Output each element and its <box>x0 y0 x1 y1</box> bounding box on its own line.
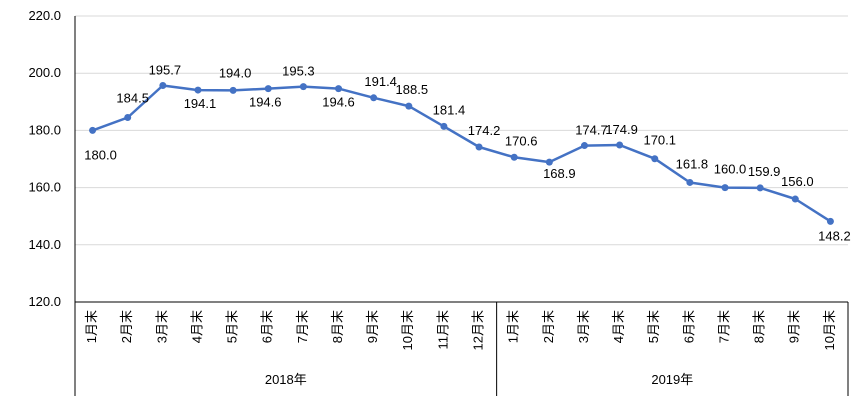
data-label: 161.8 <box>676 156 709 171</box>
data-label: 194.0 <box>219 65 252 80</box>
y-tick-label: 180.0 <box>28 122 61 137</box>
data-point <box>616 141 624 149</box>
series-line-layer <box>92 84 832 223</box>
data-label: 170.6 <box>505 133 538 148</box>
data-point <box>686 178 694 186</box>
data-label: 156.0 <box>781 174 814 189</box>
data-point <box>89 126 97 134</box>
category-label: 7月末 <box>295 310 310 343</box>
category-label: 5月末 <box>646 310 661 343</box>
group-label: 2019年 <box>651 372 693 387</box>
data-label: 159.9 <box>748 164 781 179</box>
data-label: 188.5 <box>396 82 429 97</box>
data-point <box>791 195 799 203</box>
y-tick-label: 120.0 <box>28 294 61 309</box>
data-point <box>475 143 483 151</box>
gridlines <box>75 15 848 246</box>
data-label: 184.5 <box>116 91 149 106</box>
data-point <box>510 153 518 161</box>
group-label: 2018年 <box>265 372 307 387</box>
axes: 120.0 140.0 160.0 180.0 200.0 220.0 <box>28 8 849 396</box>
data-point <box>756 184 764 192</box>
series-line <box>92 84 832 223</box>
data-label: 174.9 <box>605 122 638 137</box>
category-label: 4月末 <box>189 310 204 343</box>
data-label: 174.7 <box>575 123 608 138</box>
category-label: 7月末 <box>716 310 731 343</box>
data-point <box>545 158 553 166</box>
data-label: 168.9 <box>543 166 576 181</box>
category-label: 4月末 <box>611 310 626 343</box>
category-label: 9月末 <box>787 310 802 343</box>
data-point <box>405 102 413 110</box>
data-point <box>159 81 167 89</box>
data-point <box>440 122 448 130</box>
data-point <box>721 184 729 192</box>
data-point <box>264 85 272 93</box>
data-point <box>124 114 132 122</box>
category-label: 8月末 <box>752 310 767 343</box>
data-point <box>580 142 588 150</box>
category-label: 3月末 <box>154 310 169 343</box>
data-label: 181.4 <box>433 102 466 117</box>
data-label: 170.1 <box>643 133 676 148</box>
data-point <box>370 94 378 102</box>
category-label: 10月末 <box>822 310 837 350</box>
data-label: 160.0 <box>714 162 747 177</box>
data-label: 195.7 <box>149 62 182 77</box>
category-label: 8月末 <box>330 310 345 343</box>
group-labels: 2018年 2019年 <box>265 372 693 387</box>
y-tick-label: 140.0 <box>28 237 61 252</box>
category-labels: 1月末 2月末 3月末 4月末 5月末 6月末 7月末 8月末 9月末 10月末 11月末 12月末 1… <box>84 310 837 350</box>
data-point <box>826 217 834 225</box>
category-label: 1月末 <box>84 310 99 343</box>
data-label: 195.3 <box>282 64 315 79</box>
y-tick-label: 200.0 <box>28 65 61 80</box>
data-point <box>299 83 307 91</box>
data-point <box>194 86 202 94</box>
data-label: 191.4 <box>364 74 397 89</box>
category-label: 2月末 <box>541 310 556 343</box>
category-label: 11月末 <box>435 310 450 350</box>
category-label: 6月末 <box>260 310 275 343</box>
category-label: 3月末 <box>576 310 591 343</box>
data-label: 148.2 <box>818 228 851 243</box>
data-label: 194.6 <box>322 95 355 110</box>
category-label: 5月末 <box>225 310 240 343</box>
data-label: 194.6 <box>249 95 282 110</box>
category-label: 2月末 <box>119 310 134 343</box>
data-points <box>89 81 834 225</box>
category-label: 9月末 <box>365 310 380 343</box>
category-label: 6月末 <box>681 310 696 343</box>
data-label: 174.2 <box>468 123 501 138</box>
data-point <box>335 85 343 93</box>
data-point <box>229 86 237 94</box>
y-tick-label: 160.0 <box>28 180 61 195</box>
data-label: 194.1 <box>184 96 217 111</box>
category-label: 12月末 <box>471 310 486 350</box>
data-point <box>651 155 659 163</box>
category-label: 10月末 <box>400 310 415 350</box>
y-tick-label: 220.0 <box>28 8 61 23</box>
data-label: 180.0 <box>84 147 117 162</box>
category-label: 1月末 <box>506 310 521 343</box>
